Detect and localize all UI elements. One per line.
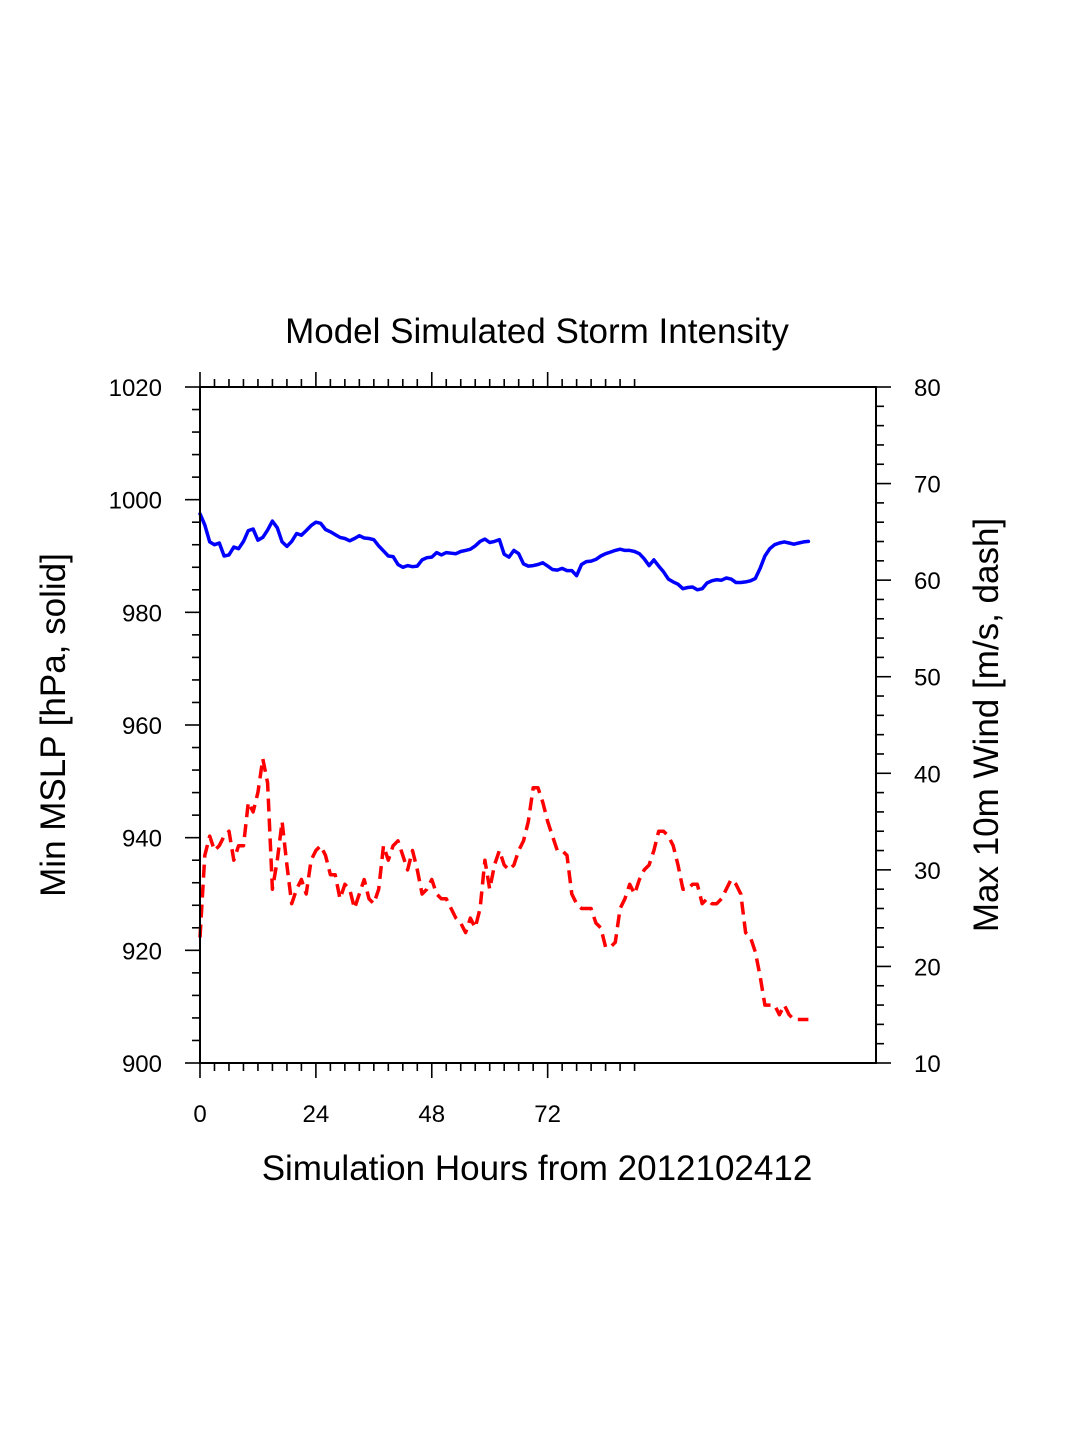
y-left-tick-label: 920 <box>122 938 162 965</box>
x-axis-title: Simulation Hours from 2012102412 <box>262 1149 813 1188</box>
y-left-tick-label: 960 <box>122 713 162 740</box>
tick-labels: 9009209409609801000102010203040506070800… <box>109 375 941 1128</box>
chart-title: Model Simulated Storm Intensity <box>285 312 789 351</box>
y-right-tick-label: 80 <box>914 375 941 402</box>
y-left-tick-label: 900 <box>122 1051 162 1078</box>
y-left-tick-label: 1020 <box>109 375 162 402</box>
tick-marks <box>185 372 891 1078</box>
max-wind-series-line <box>198 757 809 1022</box>
y-axis-left-title: Min MSLP [hPa, solid] <box>34 553 73 897</box>
x-tick-label: 72 <box>534 1101 561 1128</box>
y-right-tick-label: 60 <box>914 568 941 595</box>
x-tick-label: 48 <box>418 1101 445 1128</box>
y-axis-right-title: Max 10m Wind [m/s, dash] <box>967 518 1006 932</box>
y-left-tick-label: 1000 <box>109 488 162 515</box>
y-right-tick-label: 40 <box>914 761 941 788</box>
x-tick-label: 24 <box>303 1101 330 1128</box>
y-right-tick-label: 30 <box>914 858 941 885</box>
y-right-tick-label: 20 <box>914 954 941 981</box>
y-right-tick-label: 70 <box>914 472 941 499</box>
y-left-tick-label: 980 <box>122 600 162 627</box>
plot-frame <box>199 386 877 1064</box>
min-mslp-series-line <box>198 512 811 592</box>
y-right-tick-label: 10 <box>914 1051 941 1078</box>
series-layer <box>198 512 811 1022</box>
y-left-tick-label: 940 <box>122 826 162 853</box>
y-right-tick-label: 50 <box>914 665 941 692</box>
x-tick-label: 0 <box>193 1101 206 1128</box>
